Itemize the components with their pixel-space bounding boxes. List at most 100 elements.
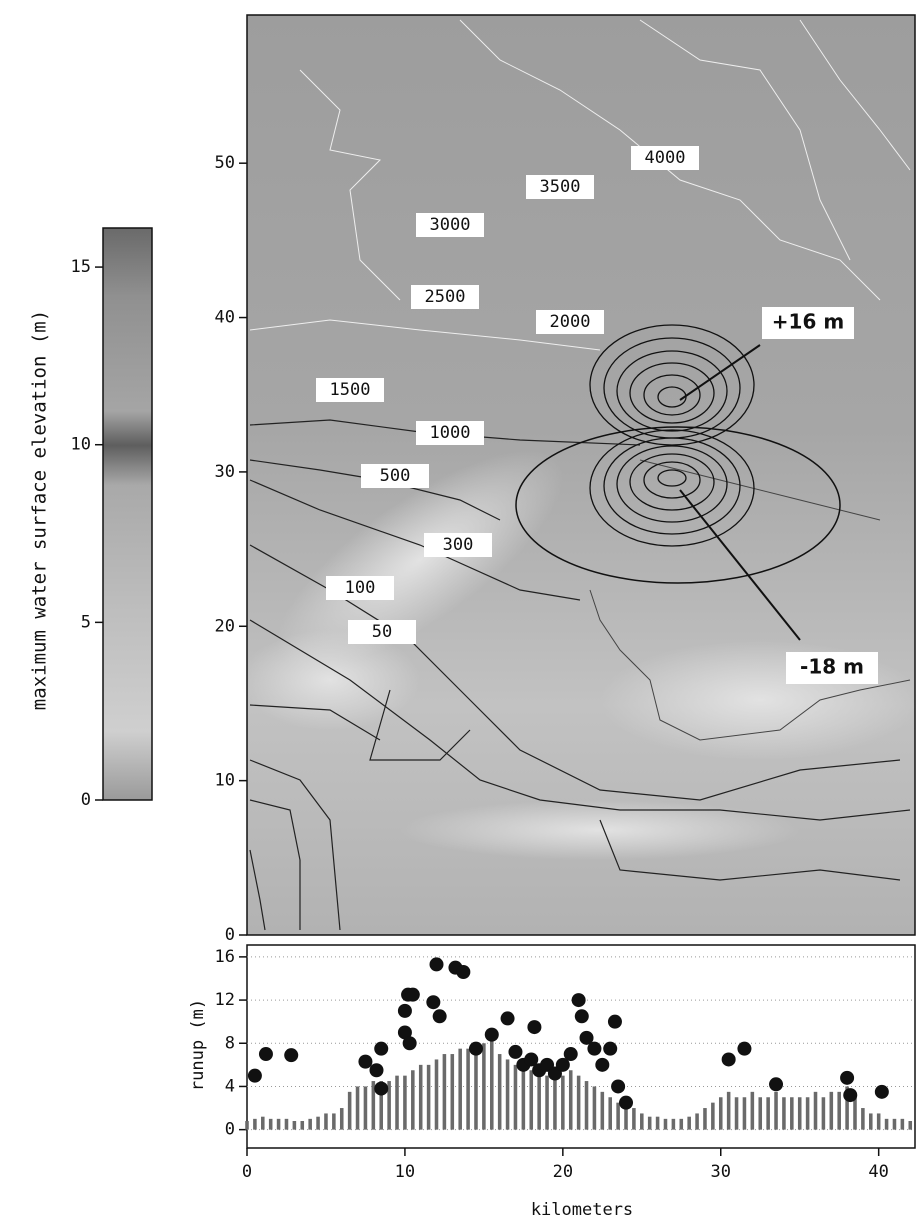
bar [458,1049,462,1130]
runup-point [572,993,586,1007]
x-tick-label: 10 [395,1162,415,1182]
bar [474,1043,478,1129]
shade [400,800,800,860]
bar [466,1049,470,1130]
bar [545,1076,549,1130]
bar [293,1121,297,1130]
x-tick-label: 0 [242,1162,252,1182]
runup-point [369,1063,383,1077]
bar [640,1113,644,1129]
bar [822,1097,826,1129]
bar [356,1086,360,1129]
contour-label: 100 [345,578,376,598]
bar [277,1119,281,1130]
bar [672,1119,676,1130]
bar [782,1097,786,1129]
bar [506,1059,510,1129]
annotation: +16 m [772,310,844,334]
runup-point [840,1071,854,1085]
contour-label: 1000 [430,423,471,443]
bar [885,1119,889,1130]
bar [758,1097,762,1129]
contour-label: 3500 [540,177,581,197]
x-tick-label: 30 [711,1162,731,1182]
bar [403,1076,407,1130]
bar [837,1092,841,1130]
bar [853,1097,857,1129]
runup-point [769,1077,783,1091]
contour-label: 3000 [430,215,471,235]
bar [411,1070,415,1129]
bar [861,1108,865,1130]
bar [529,1070,533,1129]
bar [427,1065,431,1130]
bar [869,1113,873,1129]
bar [814,1092,818,1130]
bar [585,1081,589,1130]
runup-point [508,1045,522,1059]
runup-point [406,988,420,1002]
bar [324,1113,328,1129]
bar [703,1108,707,1130]
runup-point [611,1079,625,1093]
bar [498,1054,502,1130]
y-tick-label: 12 [215,990,235,1010]
bar [601,1092,605,1130]
runup-point [426,995,440,1009]
colorbar [103,228,152,800]
bar [735,1097,739,1129]
bar [348,1092,352,1130]
bar [451,1054,455,1130]
runup-point [374,1042,388,1056]
y-tick-label: 0 [225,1120,235,1140]
bar [774,1092,778,1130]
colorbar-tick-label: 15 [71,257,91,277]
bar [435,1059,439,1129]
runup-point [875,1085,889,1099]
runup-point [527,1020,541,1034]
runup-point [587,1042,601,1056]
runup-point [284,1048,298,1062]
runup-point [398,1004,412,1018]
bar [332,1113,336,1129]
contour-label: 50 [372,622,392,642]
colorbar-tick-label: 10 [71,435,91,455]
runup-point [603,1042,617,1056]
contour-label: 2500 [425,287,466,307]
runup-point [575,1009,589,1023]
runup-point [501,1011,515,1025]
runup-point [259,1047,273,1061]
runup-point [608,1015,622,1029]
bar [908,1121,912,1130]
bar [261,1117,265,1130]
bar [316,1117,320,1130]
bar [632,1108,636,1130]
bar [340,1108,344,1130]
runup-point [430,957,444,971]
colorbar-label: maximum water surface elevation (m) [29,310,51,710]
bar [687,1117,691,1130]
bar [656,1117,660,1130]
bar [553,1076,557,1130]
bar [269,1119,273,1130]
y-tick-label: 20 [215,616,235,636]
bar [561,1076,565,1130]
runup-point [358,1055,372,1069]
bar [490,1038,494,1130]
annotation: -18 m [800,655,864,679]
runup-point [564,1047,578,1061]
contour-label: 1500 [330,380,371,400]
y-axis-label: runup (m) [188,999,208,1091]
bar [514,1065,518,1130]
contour-label: 2000 [550,312,591,332]
contour-label: 500 [380,466,411,486]
bar [300,1121,304,1130]
bar [245,1121,249,1130]
y-tick-label: 8 [225,1033,235,1053]
runup-point [403,1036,417,1050]
bar [751,1092,755,1130]
bar [790,1097,794,1129]
contour-label: 300 [443,535,474,555]
bar [608,1097,612,1129]
bar [577,1076,581,1130]
